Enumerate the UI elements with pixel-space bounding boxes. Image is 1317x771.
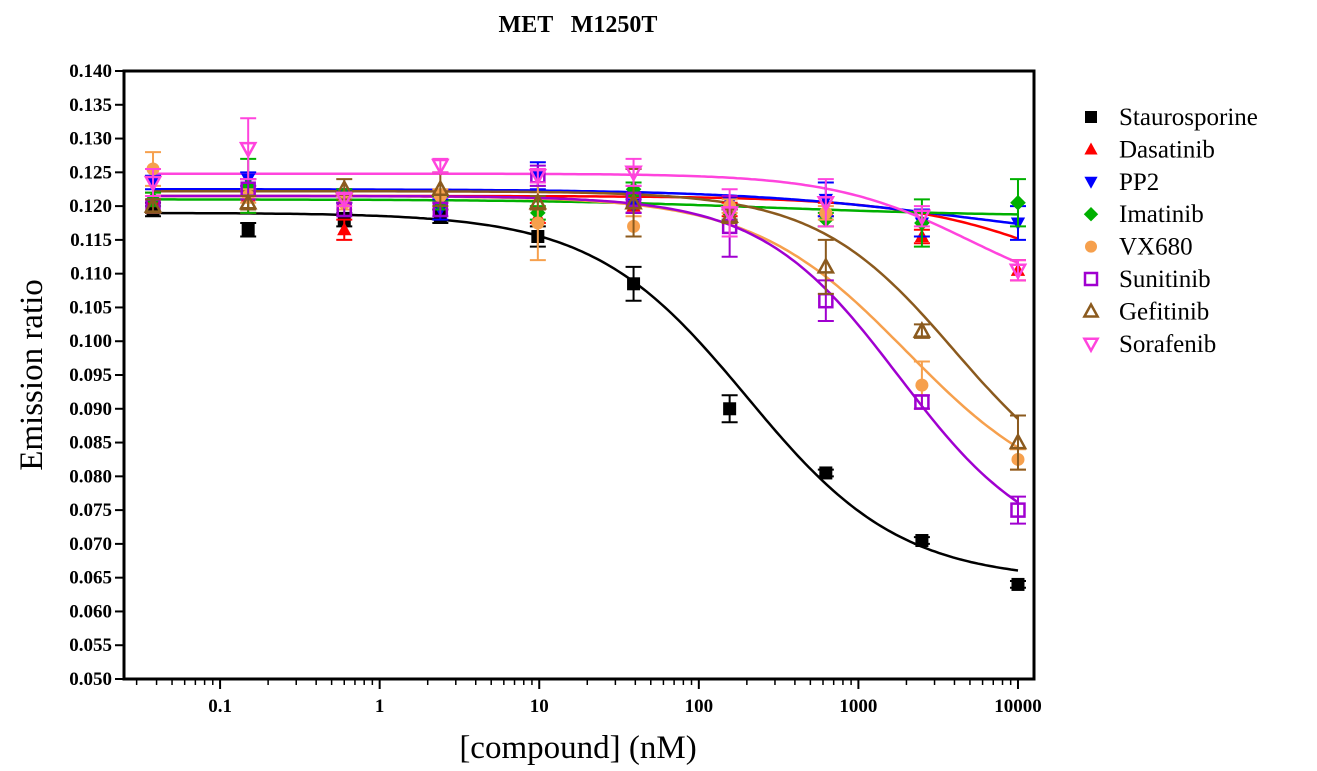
data-points	[143, 117, 1028, 591]
fit-curve-sunitinib	[153, 194, 1019, 504]
x-tick-label: 10000	[994, 696, 1042, 717]
data-point-gefitinib	[912, 321, 932, 338]
x-tick-label: 1	[375, 696, 385, 717]
data-point-gefitinib	[528, 192, 548, 210]
y-tick-label: 0.115	[70, 230, 112, 251]
data-point-sorafenib	[528, 168, 548, 186]
x-tick-label: 0.1	[208, 696, 232, 717]
fit-curve-sorafenib	[153, 172, 1019, 265]
legend-label-vx680: VX680	[1119, 234, 1193, 261]
y-tick-label: 0.055	[69, 635, 112, 656]
fit-curve-pp2	[153, 188, 1019, 226]
data-point-sorafenib	[816, 195, 836, 213]
y-tick-label: 0.085	[69, 433, 112, 454]
y-tick-label: 0.060	[69, 601, 112, 622]
legend-marker-vx680	[1085, 240, 1097, 253]
data-point-sorafenib	[238, 141, 258, 159]
x-tick-label: 1000	[839, 696, 877, 717]
chart-title: MET M1250T	[499, 12, 658, 38]
y-tick-label: 0.080	[69, 466, 112, 487]
legend-label-dasatinib: Dasatinib	[1119, 136, 1215, 163]
plot-frame	[122, 69, 1036, 681]
y-axis-label: Emission ratio	[14, 279, 50, 471]
y-tick-label: 0.130	[69, 129, 112, 150]
data-point-gefitinib	[143, 196, 163, 213]
y-tick-label: 0.070	[69, 534, 112, 555]
y-tick-label: 0.090	[69, 399, 112, 420]
fit-curve-staurosporine	[153, 211, 1019, 572]
data-point-sunitinib	[914, 394, 930, 410]
data-point-imatinib	[1010, 194, 1026, 211]
legend-marker-pp2	[1084, 176, 1098, 189]
data-point-sorafenib	[431, 158, 450, 176]
data-point-vx680	[531, 216, 545, 230]
y-tick-label: 0.050	[69, 669, 112, 690]
legend-label-pp2: PP2	[1119, 169, 1159, 196]
y-tick-label: 0.135	[69, 95, 112, 116]
y-tick-label: 0.095	[69, 365, 112, 386]
data-point-staurosporine	[241, 223, 255, 237]
y-axis-ticks: 0.050 0.055 0.060 0.065 0.070 0.075 0.080 0.085…	[69, 61, 124, 690]
legend-marker-gefitinib	[1082, 301, 1100, 318]
legend-label-imatinib: Imatinib	[1119, 201, 1204, 228]
x-tick-label: 100	[685, 696, 714, 717]
data-point-gefitinib	[431, 179, 450, 196]
y-tick-label: 0.120	[69, 196, 112, 217]
y-tick-label: 0.065	[69, 568, 112, 589]
data-point-gefitinib	[1008, 432, 1028, 450]
x-axis-ticks: 0.1 1 10 100 1000 10000	[135, 679, 1042, 717]
fit-curve-gefitinib	[153, 190, 1019, 420]
data-point-gefitinib	[624, 192, 643, 210]
y-tick-label: 0.110	[70, 264, 112, 285]
y-tick-label: 0.105	[69, 297, 112, 318]
data-point-vx680	[915, 378, 929, 392]
fit-curve-vx680	[153, 194, 1019, 449]
fit-curves	[153, 172, 1019, 572]
legend-marker-sunitinib	[1083, 271, 1099, 287]
y-tick-label: 0.125	[69, 162, 112, 183]
legend-label-staurosporine: Staurosporine	[1119, 104, 1258, 131]
x-axis-label: [compound] (nM)	[459, 730, 696, 766]
y-tick-label: 0.075	[69, 500, 112, 521]
legend-marker-dasatinib	[1084, 142, 1098, 155]
data-point-staurosporine	[723, 402, 737, 416]
data-point-sorafenib	[720, 206, 739, 223]
legend-marker-sorafenib	[1082, 337, 1100, 354]
legend-marker-staurosporine	[1085, 111, 1097, 123]
data-point-sorafenib	[912, 209, 932, 227]
data-point-sunitinib	[1010, 502, 1026, 518]
data-point-dasatinib	[337, 222, 352, 236]
data-point-staurosporine	[1011, 577, 1025, 591]
data-point-staurosporine	[915, 534, 929, 548]
data-point-sorafenib	[143, 175, 163, 193]
data-point-sorafenib	[334, 192, 354, 210]
legend-label-sunitinib: Sunitinib	[1119, 266, 1211, 293]
data-point-gefitinib	[816, 256, 836, 274]
y-tick-label: 0.100	[69, 331, 112, 352]
data-point-sorafenib	[1008, 263, 1028, 281]
legend-marker-imatinib	[1083, 207, 1099, 222]
data-point-staurosporine	[819, 466, 833, 480]
data-point-gefitinib	[238, 192, 258, 210]
legend-label-sorafenib: Sorafenib	[1119, 331, 1216, 358]
data-point-staurosporine	[627, 277, 641, 291]
data-point-sorafenib	[624, 165, 643, 183]
legend: Staurosporine Dasatinib PP2 Imatinib VX680 Su…	[1082, 104, 1258, 358]
legend-label-gefitinib: Gefitinib	[1119, 298, 1209, 325]
x-tick-label: 10	[530, 696, 549, 717]
fit-curve-imatinib	[153, 198, 1018, 216]
y-tick-label: 0.140	[69, 61, 112, 82]
